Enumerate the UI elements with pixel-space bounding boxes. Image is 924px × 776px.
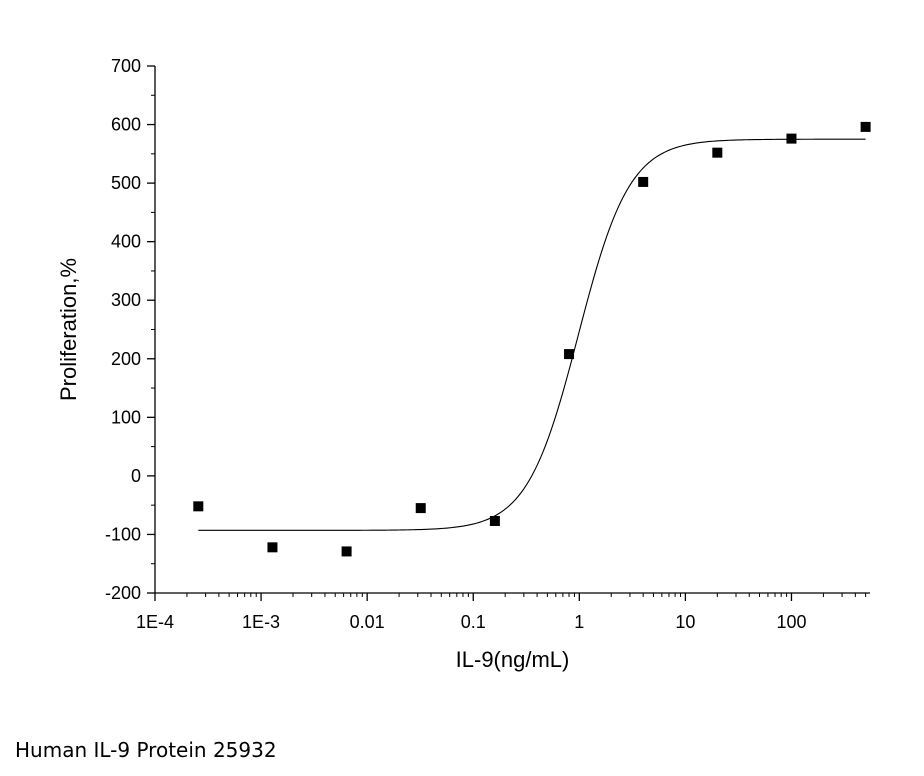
- x-tick-label: 1: [574, 612, 584, 632]
- data-point: [860, 121, 871, 132]
- figure-caption: Human IL-9 Protein 25932: [15, 738, 277, 762]
- y-axis-title: Proliferation,%: [56, 258, 81, 401]
- data-point: [638, 176, 649, 187]
- fit-curve-layer: [198, 138, 866, 531]
- x-tick-label: 1E-3: [242, 612, 280, 632]
- data-point: [193, 501, 204, 512]
- fit-curve: [198, 138, 866, 531]
- data-point: [786, 133, 797, 144]
- y-tick-label: 700: [111, 56, 141, 76]
- y-tick-label: 0: [131, 466, 141, 486]
- y-tick-label: -200: [105, 583, 141, 603]
- data-point: [564, 349, 575, 360]
- x-tick-label: 100: [776, 612, 806, 632]
- x-tick-label: 10: [675, 612, 695, 632]
- x-tick-label: 0.1: [461, 612, 486, 632]
- y-tick-label: -100: [105, 524, 141, 544]
- y-tick-label: 300: [111, 290, 141, 310]
- y-tick-label: 400: [111, 232, 141, 252]
- proliferation-chart: 700 600 500 400 300 200 100 0 -100 -200 1E-4 1E-3 0.…: [56, 56, 871, 672]
- data-point: [489, 515, 500, 526]
- y-tick-label: 200: [111, 349, 141, 369]
- y-tick-label: 100: [111, 407, 141, 427]
- data-point: [341, 546, 352, 557]
- data-point: [415, 503, 426, 514]
- data-point: [267, 542, 278, 553]
- x-tick-label: 0.01: [350, 612, 385, 632]
- y-tick-label: 500: [111, 173, 141, 193]
- x-axis-title: IL-9(ng/mL): [456, 647, 570, 672]
- data-point: [712, 147, 723, 158]
- y-tick-label: 600: [111, 115, 141, 135]
- data-points-layer: [193, 121, 871, 557]
- x-tick-label: 1E-4: [136, 612, 174, 632]
- axes: 700 600 500 400 300 200 100 0 -100 -200 1E-4 1E-3 0.…: [105, 56, 870, 632]
